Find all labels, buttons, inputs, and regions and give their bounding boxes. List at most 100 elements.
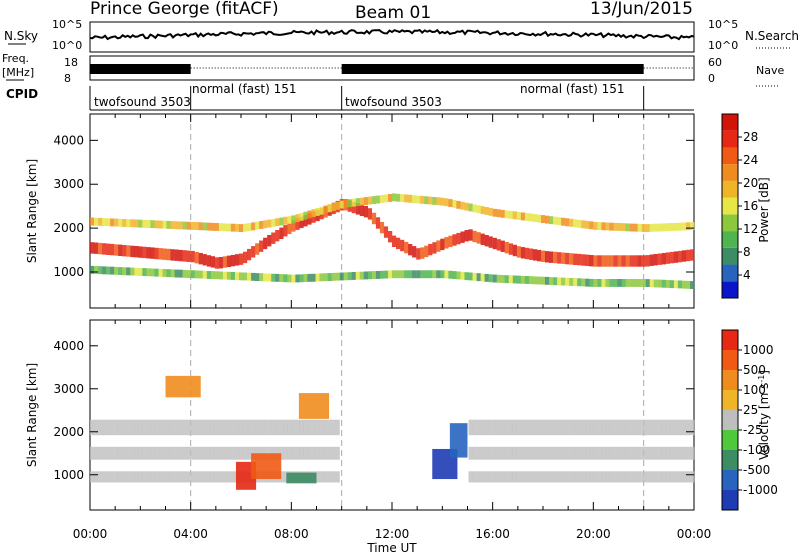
velocity-cell xyxy=(653,471,658,483)
power-cell xyxy=(259,273,264,282)
power-cell xyxy=(158,268,163,277)
velocity-cell xyxy=(174,446,179,460)
power-cell xyxy=(412,246,417,258)
power-cell xyxy=(641,224,646,232)
power-cell xyxy=(520,275,526,284)
velocity-cell xyxy=(685,419,691,436)
power-cell xyxy=(303,215,308,227)
power-cell xyxy=(460,231,465,243)
power-cell xyxy=(440,270,445,279)
velocity-cell xyxy=(186,419,191,436)
velocity-data-layer: 1000 2000 3000 4000 xyxy=(53,320,695,510)
velocity-cell xyxy=(106,446,111,460)
power-cell xyxy=(512,244,517,257)
velocity-cell xyxy=(669,446,674,460)
power-cell xyxy=(194,270,199,279)
power-cell xyxy=(315,273,320,282)
power-cell xyxy=(210,256,215,268)
colorbar-swatch xyxy=(722,264,738,282)
power-cell xyxy=(190,250,195,263)
velocity-cell xyxy=(202,471,207,483)
freq-label-line-2: [MHz] xyxy=(2,66,34,79)
power-cell xyxy=(476,205,481,214)
velocity-cell xyxy=(665,446,670,460)
y-tick-label: 1000 xyxy=(53,468,84,482)
velocity-cell xyxy=(524,419,530,436)
velocity-cell xyxy=(303,419,308,436)
power-cell xyxy=(190,270,195,279)
freq-bar-segment xyxy=(341,64,644,74)
power-cell xyxy=(456,200,461,209)
power-cell xyxy=(110,243,115,256)
velocity-colorbar-label: Velocity [m s-1] xyxy=(757,370,771,460)
velocity-cell xyxy=(182,471,187,483)
power-cell xyxy=(512,211,517,220)
power-cell xyxy=(134,246,139,258)
velocity-cell xyxy=(512,446,517,460)
power-cell xyxy=(432,197,437,205)
velocity-cell xyxy=(222,471,228,483)
velocity-cell xyxy=(541,471,546,483)
power-cell xyxy=(677,250,683,263)
velocity-cell xyxy=(210,471,215,483)
y-tick-label: 4000 xyxy=(53,133,84,147)
power-cell xyxy=(416,195,421,204)
power-cell xyxy=(106,218,111,227)
power-cell xyxy=(416,248,421,260)
power-cell xyxy=(94,242,99,254)
power-cell xyxy=(617,223,622,231)
power-cell xyxy=(480,233,485,245)
power-cell xyxy=(488,207,493,216)
velocity-cell xyxy=(174,471,179,483)
power-cell xyxy=(158,248,163,260)
velocity-cell xyxy=(251,446,256,460)
power-cell xyxy=(339,200,344,209)
power-cell xyxy=(452,271,457,279)
power-cell xyxy=(673,251,679,263)
power-cell xyxy=(404,194,409,203)
velocity-cell xyxy=(102,471,107,483)
power-cell xyxy=(247,248,252,261)
colorbar-swatch xyxy=(722,231,738,248)
velocity-cell xyxy=(90,419,95,436)
velocity-cell xyxy=(235,419,240,436)
time-axis: Time UT 00:00 04:00 08:00 12:00 16:00 20:00 00… xyxy=(73,527,712,554)
velocity-cell xyxy=(593,419,598,436)
velocity-cell xyxy=(271,446,276,460)
power-cell xyxy=(484,273,489,282)
colorbar-swatch xyxy=(722,330,738,350)
power-cell xyxy=(468,272,473,281)
power-cell xyxy=(488,274,493,283)
velocity-cell xyxy=(154,446,159,460)
power-cell xyxy=(464,230,469,242)
power-cell xyxy=(613,222,618,231)
power-cell xyxy=(641,255,646,267)
power-cell xyxy=(561,217,566,226)
power-cell xyxy=(259,221,264,229)
velocity-cell xyxy=(170,446,175,460)
velocity-cell xyxy=(158,419,163,436)
velocity-cell xyxy=(589,471,594,483)
velocity-cell xyxy=(186,471,191,483)
beam-title: Beam 01 xyxy=(355,3,431,23)
colorbar-swatch xyxy=(722,370,738,390)
velocity-cell xyxy=(206,446,211,460)
power-cell xyxy=(516,275,521,284)
velocity-cell xyxy=(275,419,280,436)
velocity-cell xyxy=(226,471,232,483)
velocity-cell xyxy=(283,471,288,483)
velocity-cell xyxy=(210,419,215,436)
power-cell xyxy=(162,220,167,229)
power-cell xyxy=(279,217,284,226)
power-cell xyxy=(323,273,328,282)
power-cell xyxy=(210,222,215,231)
velocity-cell xyxy=(283,419,288,436)
power-cell xyxy=(319,273,324,282)
power-cell xyxy=(174,269,179,278)
velocity-cell xyxy=(641,471,646,483)
y-tick-label: 3000 xyxy=(53,177,84,191)
cpid-segment-label: normal (fast) 151 xyxy=(520,82,624,96)
power-cell xyxy=(549,251,554,263)
power-cell xyxy=(424,270,429,279)
velocity-cell xyxy=(585,419,590,436)
